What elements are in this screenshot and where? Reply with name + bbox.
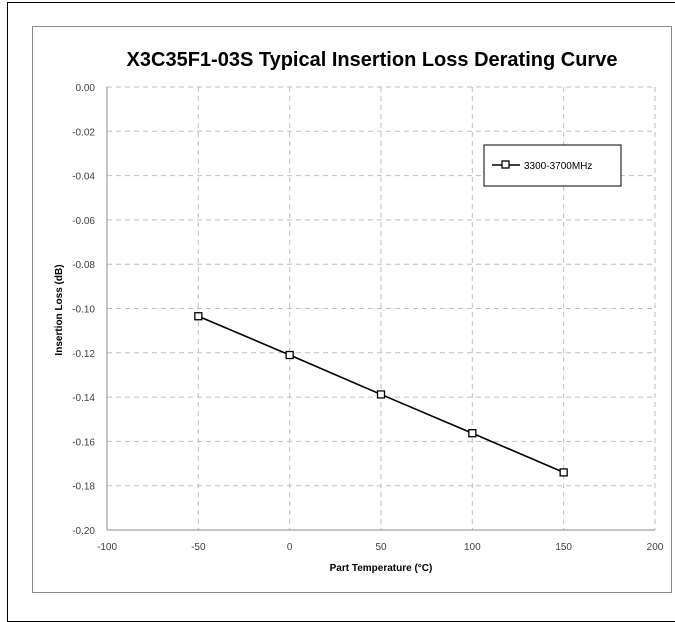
legend: 3300-3700MHz — [483, 144, 622, 187]
x-tick-label: 50 — [375, 542, 387, 553]
y-tick-label: -0.10 — [72, 305, 95, 316]
y-axis-title: Insertion Loss (dB) — [54, 264, 65, 355]
data-point-marker — [376, 390, 386, 399]
data-point-marker — [194, 312, 203, 321]
chart-area — [32, 26, 672, 593]
y-tick-label: -0.16 — [72, 437, 95, 448]
data-point-marker — [285, 350, 294, 360]
legend-entry-label: 3300-3700MHz — [524, 161, 592, 172]
legend-box — [483, 144, 622, 187]
x-axis-title: Part Temperature (°C) — [330, 563, 433, 574]
x-tick-label: 0 — [287, 542, 293, 553]
y-tick-label: -0.12 — [72, 349, 95, 360]
series-layer — [194, 312, 568, 477]
y-tick-label: -0.08 — [72, 260, 95, 271]
x-tick-label: -100 — [97, 542, 117, 553]
x-tick-label: 200 — [647, 542, 664, 553]
y-tick-labels: 0.00 -0.02 -0.04 -0.06 -0.08 -0.10 -0.12 -0.14 -… — [72, 83, 95, 537]
y-tick-label: -0.14 — [72, 393, 95, 404]
x-tick-label: 100 — [464, 542, 481, 553]
chart-title: X3C35F1-03S Typical Insertion Loss Derat… — [127, 49, 618, 71]
data-point-marker — [559, 468, 568, 477]
y-tick-label: -0.20 — [72, 526, 95, 537]
y-tick-label: -0.02 — [72, 127, 95, 138]
x-tick-label: -50 — [191, 542, 206, 553]
grid-lines — [107, 86, 656, 530]
x-tick-labels: -100 -50 0 50 100 150 200 — [97, 542, 664, 553]
plot-axes — [106, 87, 655, 531]
x-tick-label: 150 — [555, 542, 572, 553]
legend-marker-swatch — [501, 160, 510, 169]
data-point-marker — [468, 429, 477, 438]
y-tick-label: -0.06 — [72, 216, 95, 227]
y-tick-label: -0.04 — [72, 172, 95, 183]
y-tick-label: -0.18 — [72, 482, 95, 493]
y-tick-label: 0.00 — [76, 83, 96, 94]
